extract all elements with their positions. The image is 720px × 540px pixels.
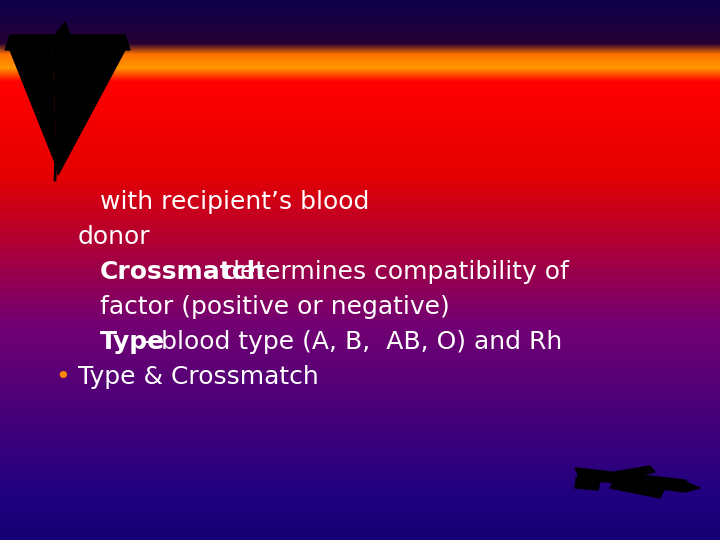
Polygon shape — [55, 22, 70, 35]
Text: •: • — [55, 365, 70, 389]
Text: Crossmatch: Crossmatch — [100, 260, 266, 284]
Polygon shape — [10, 50, 56, 165]
Polygon shape — [610, 480, 665, 498]
Text: - blood type (A, B,  AB, O) and Rh: - blood type (A, B, AB, O) and Rh — [144, 330, 562, 354]
Text: with recipient’s blood: with recipient’s blood — [100, 190, 369, 214]
Text: - determines compatibility of: - determines compatibility of — [207, 260, 569, 284]
Polygon shape — [55, 50, 80, 175]
Text: donor: donor — [78, 225, 150, 249]
Polygon shape — [576, 475, 590, 488]
Text: factor (positive or negative): factor (positive or negative) — [100, 295, 450, 319]
Polygon shape — [615, 466, 655, 480]
Text: Type: Type — [100, 330, 165, 354]
Polygon shape — [5, 35, 130, 50]
Polygon shape — [53, 50, 125, 175]
Text: Type & Crossmatch: Type & Crossmatch — [78, 365, 319, 389]
Polygon shape — [575, 468, 700, 492]
Polygon shape — [575, 480, 600, 490]
